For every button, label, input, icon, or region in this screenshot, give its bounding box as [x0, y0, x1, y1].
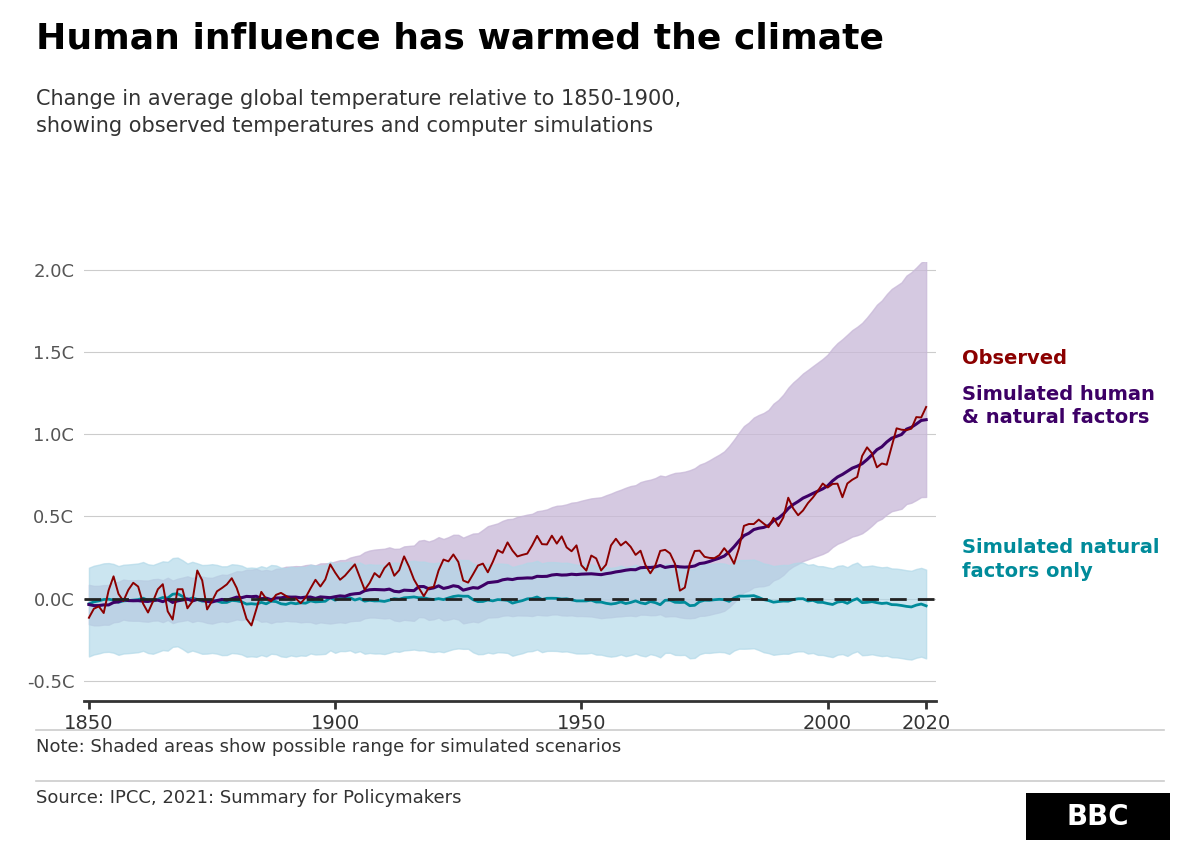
Text: Human influence has warmed the climate: Human influence has warmed the climate [36, 21, 884, 55]
Text: Note: Shaded areas show possible range for simulated scenarios: Note: Shaded areas show possible range f… [36, 738, 622, 756]
Text: Simulated natural
factors only: Simulated natural factors only [961, 538, 1159, 581]
Text: Simulated human
& natural factors: Simulated human & natural factors [961, 385, 1154, 427]
Text: BBC: BBC [1067, 803, 1129, 830]
Text: Source: IPCC, 2021: Summary for Policymakers: Source: IPCC, 2021: Summary for Policyma… [36, 789, 462, 807]
Text: Change in average global temperature relative to 1850-1900,
showing observed tem: Change in average global temperature rel… [36, 89, 682, 136]
Text: Observed: Observed [961, 349, 1067, 369]
